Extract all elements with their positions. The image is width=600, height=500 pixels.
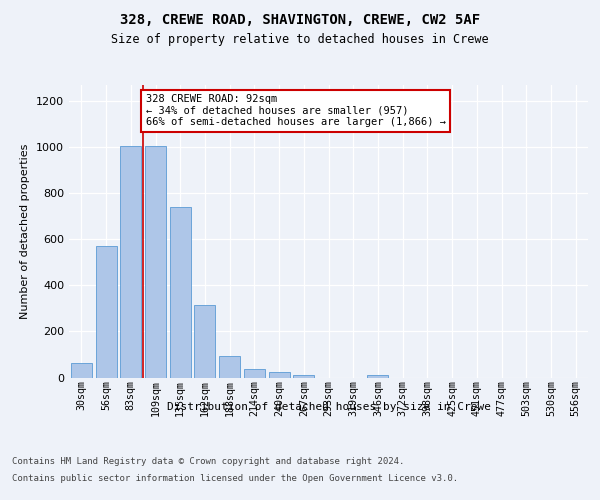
Bar: [95, 246, 116, 378]
Text: Contains HM Land Registry data © Crown copyright and database right 2024.: Contains HM Land Registry data © Crown c…: [12, 458, 404, 466]
Bar: [120, 146, 141, 378]
Bar: [194, 305, 215, 378]
Bar: [145, 146, 166, 378]
Text: 328 CREWE ROAD: 92sqm
← 34% of detached houses are smaller (957)
66% of semi-det: 328 CREWE ROAD: 92sqm ← 34% of detached …: [146, 94, 446, 128]
Bar: [219, 356, 240, 378]
Text: Size of property relative to detached houses in Crewe: Size of property relative to detached ho…: [111, 32, 489, 46]
Text: Distribution of detached houses by size in Crewe: Distribution of detached houses by size …: [167, 402, 491, 412]
Bar: [367, 374, 388, 378]
Bar: [244, 370, 265, 378]
Bar: [269, 372, 290, 378]
Text: Contains public sector information licensed under the Open Government Licence v3: Contains public sector information licen…: [12, 474, 458, 483]
Bar: [170, 207, 191, 378]
Bar: [71, 362, 92, 378]
Bar: [293, 374, 314, 378]
Text: 328, CREWE ROAD, SHAVINGTON, CREWE, CW2 5AF: 328, CREWE ROAD, SHAVINGTON, CREWE, CW2 …: [120, 12, 480, 26]
Y-axis label: Number of detached properties: Number of detached properties: [20, 144, 31, 319]
